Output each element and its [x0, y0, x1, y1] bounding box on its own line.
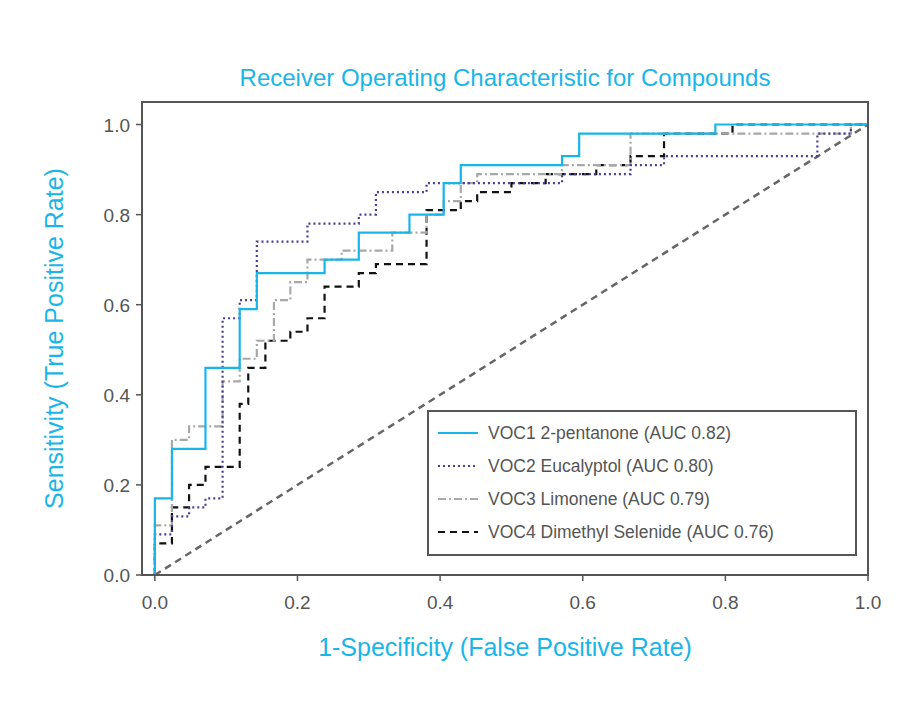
legend-label: VOC3 Limonene (AUC 0.79): [488, 489, 710, 509]
chart: Receiver Operating Characteristic for Co…: [0, 0, 924, 725]
roc-curve: [155, 125, 868, 575]
y-tick-label: 0.2: [104, 475, 130, 496]
legend-box: [428, 411, 856, 555]
roc-curve: [155, 125, 868, 575]
x-tick-label: 0.0: [142, 592, 168, 613]
x-tick-label: 0.4: [427, 592, 454, 613]
plot-area: [155, 125, 868, 575]
legend-swatch: [438, 432, 478, 434]
title: Receiver Operating Characteristic for Co…: [240, 64, 771, 91]
x-tick-label: 0.8: [712, 592, 738, 613]
y-axis-label: Sensitivity (True Positive Rate): [40, 168, 68, 509]
y-tick-label: 0.6: [104, 295, 130, 316]
legend-label: VOC2 Eucalyptol (AUC 0.80): [488, 456, 714, 476]
roc-curve: [155, 125, 868, 575]
y-tick-label: 0.4: [104, 385, 131, 406]
x-axis-label: 1-Specificity (False Positive Rate): [318, 633, 692, 661]
legend-label: VOC1 2-pentanone (AUC 0.82): [488, 423, 731, 443]
legend-swatch: [438, 531, 478, 533]
legend: VOC1 2-pentanone (AUC 0.82) VOC2 Eucalypt…: [428, 411, 856, 555]
x-tick-label: 0.6: [570, 592, 596, 613]
legend-swatch: [438, 465, 478, 467]
plot-frame: [142, 102, 868, 575]
y-tick-label: 1.0: [104, 115, 130, 136]
x-tick-label: 1.0: [855, 592, 881, 613]
legend-swatch: [438, 498, 478, 500]
legend-label: VOC4 Dimethyl Selenide (AUC 0.76): [488, 522, 774, 542]
reference-line: [155, 125, 868, 575]
y-tick-label: 0.0: [104, 565, 130, 586]
y-tick-label: 0.8: [104, 205, 130, 226]
x-tick-label: 0.2: [284, 592, 310, 613]
roc-curve: [155, 125, 868, 575]
